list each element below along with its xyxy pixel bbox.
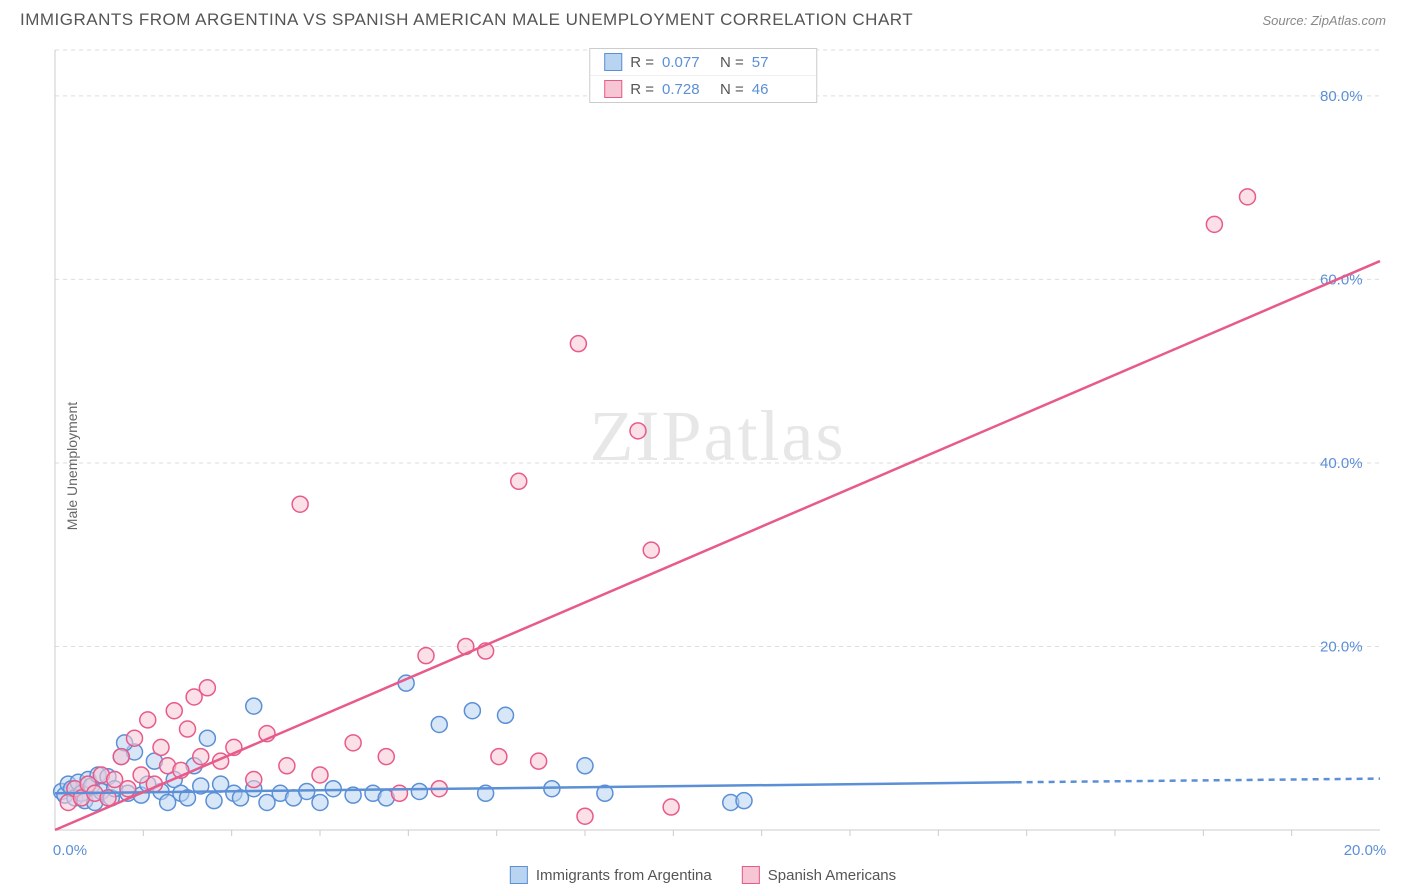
- svg-text:0.0%: 0.0%: [53, 842, 87, 859]
- series-swatch: [604, 80, 622, 98]
- n-label: N =: [720, 81, 744, 98]
- n-label: N =: [720, 54, 744, 71]
- svg-text:ZIPatlas: ZIPatlas: [590, 396, 846, 476]
- n-value: 46: [752, 81, 802, 98]
- r-label: R =: [630, 81, 654, 98]
- series-name: Immigrants from Argentina: [536, 867, 712, 884]
- correlation-legend: R = 0.077 N = 57 R = 0.728 N = 46: [589, 48, 817, 103]
- series-legend: Immigrants from Argentina Spanish Americ…: [510, 866, 896, 884]
- source-attribution: Source: ZipAtlas.com: [1262, 13, 1386, 28]
- legend-item: Immigrants from Argentina: [510, 866, 712, 884]
- scatter-plot: 20.0% 40.0% 60.0% 80.0% 0.0% 20.0% ZIPatlas: [0, 40, 1406, 860]
- series-name: Spanish Americans: [768, 867, 896, 884]
- legend-row: R = 0.728 N = 46: [590, 75, 816, 102]
- series-swatch: [742, 866, 760, 884]
- r-value: 0.077: [662, 54, 712, 71]
- legend-row: R = 0.077 N = 57: [590, 49, 816, 75]
- chart-title: IMMIGRANTS FROM ARGENTINA VS SPANISH AME…: [20, 10, 913, 30]
- svg-text:60.0%: 60.0%: [1320, 271, 1363, 288]
- legend-item: Spanish Americans: [742, 866, 896, 884]
- series-swatch: [604, 53, 622, 71]
- r-value: 0.728: [662, 81, 712, 98]
- series-swatch: [510, 866, 528, 884]
- svg-text:20.0%: 20.0%: [1344, 842, 1387, 859]
- svg-text:20.0%: 20.0%: [1320, 638, 1363, 655]
- n-value: 57: [752, 54, 802, 71]
- svg-text:80.0%: 80.0%: [1320, 88, 1363, 105]
- r-label: R =: [630, 54, 654, 71]
- svg-text:40.0%: 40.0%: [1320, 455, 1363, 472]
- chart-container: Male Unemployment 20.0% 40.0% 60.0% 80.0% 0.…: [0, 40, 1406, 892]
- y-axis-label: Male Unemployment: [64, 402, 80, 530]
